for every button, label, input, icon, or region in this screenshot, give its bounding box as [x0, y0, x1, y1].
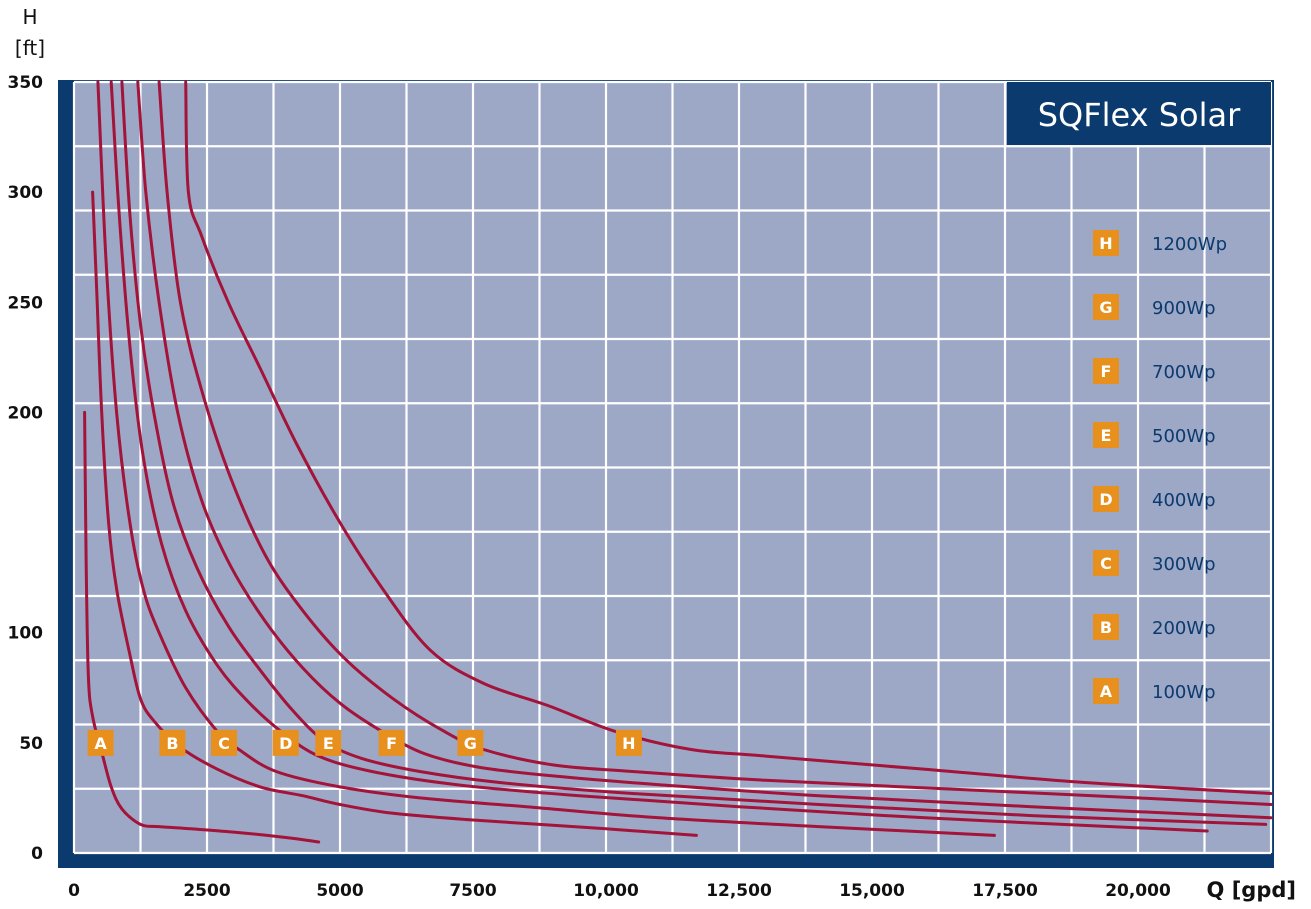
- curve-badge-box: [457, 729, 484, 756]
- legend-label: 400Wp: [1152, 490, 1216, 511]
- y-axis-label-line1: H: [22, 5, 37, 29]
- curve-badge-letter: C: [218, 734, 230, 753]
- curve-badge-letter: D: [279, 734, 292, 753]
- x-tick-labels: 0 2500 5000 7500 10,000 12,500 15,000 17,500 20,…: [68, 881, 1171, 901]
- y-axis-label: H [ft]: [15, 5, 45, 60]
- legend-badge-letter: E: [1101, 426, 1112, 445]
- legend-badge-box: [1093, 230, 1119, 256]
- curve-badge-letter: F: [386, 734, 397, 753]
- x-tick-label: 7500: [449, 881, 496, 901]
- legend-badge-letter: B: [1100, 618, 1112, 637]
- legend-label: 200Wp: [1152, 618, 1216, 639]
- x-tick-label: 10,000: [573, 881, 639, 901]
- legend-badge-letter: H: [1099, 234, 1112, 253]
- y-tick-label: 300: [8, 183, 44, 203]
- legend-item-f: F 700Wp: [1093, 358, 1216, 384]
- legend-label: 1200Wp: [1152, 234, 1227, 255]
- legend-badge-letter: D: [1099, 490, 1112, 509]
- curve-d: [109, 80, 1209, 833]
- curve-badge-box: [211, 729, 238, 756]
- legend: H 1200Wp G 900Wp F 700Wp E 500Wp D 400Wp C 300Wp B 20…: [1093, 230, 1227, 704]
- legend-badge-letter: C: [1100, 554, 1112, 573]
- curve-badge-box: [87, 729, 114, 756]
- legend-badge-letter: A: [1100, 682, 1113, 701]
- legend-item-b: B 200Wp: [1093, 614, 1216, 640]
- x-tick-label: 12,500: [706, 881, 772, 901]
- curve-badge-h: H: [615, 729, 642, 756]
- legend-badge-box: [1093, 358, 1119, 384]
- legend-item-a: A 100Wp: [1093, 678, 1216, 704]
- legend-badge-box: [1093, 678, 1119, 704]
- curve-badge-letter: B: [166, 734, 178, 753]
- curve-h: [184, 80, 1273, 795]
- y-axis-label-line2: [ft]: [15, 36, 45, 60]
- curve-badge-b: B: [159, 729, 186, 756]
- legend-badge-box: [1093, 486, 1119, 512]
- curve-badge-c: C: [211, 729, 238, 756]
- legend-item-c: C 300Wp: [1093, 550, 1216, 576]
- y-tick-label: 350: [8, 73, 44, 93]
- y-tick-labels: 0 50 100 200 250 300 350: [8, 73, 44, 864]
- curve-badge-box: [315, 729, 342, 756]
- legend-label: 500Wp: [1152, 426, 1216, 447]
- x-tick-label: 5000: [316, 881, 363, 901]
- curve-badge-letter: H: [622, 734, 635, 753]
- legend-badge-box: [1093, 294, 1119, 320]
- curve-badge-g: G: [457, 729, 484, 756]
- curve-badge-letter: E: [323, 734, 334, 753]
- curve-badge-box: [159, 729, 186, 756]
- curve-badge-letter: G: [464, 734, 477, 753]
- legend-badge-box: [1093, 614, 1119, 640]
- legend-label: 100Wp: [1152, 682, 1216, 703]
- legend-badge-box: [1093, 550, 1119, 576]
- curve-badge-f: F: [378, 729, 405, 756]
- legend-badge-box: [1093, 422, 1119, 448]
- x-tick-label: 20,000: [1105, 881, 1171, 901]
- legend-label: 300Wp: [1152, 554, 1216, 575]
- x-tick-label: 0: [68, 881, 80, 901]
- y-tick-label: 50: [19, 734, 43, 754]
- legend-item-e: E 500Wp: [1093, 422, 1216, 448]
- legend-label: 700Wp: [1152, 362, 1216, 383]
- y-tick-label: 0: [31, 844, 43, 864]
- legend-badge-letter: F: [1101, 362, 1112, 381]
- y-tick-label: 200: [8, 403, 44, 423]
- curve-a: [83, 410, 321, 844]
- title-box: SQFlex Solar: [1007, 82, 1271, 145]
- y-tick-label: 250: [8, 293, 44, 313]
- x-axis-label: Q [gpd]: [1207, 878, 1296, 902]
- legend-item-d: D 400Wp: [1093, 486, 1216, 512]
- curve-badge-box: [378, 729, 405, 756]
- chart-title: SQFlex Solar: [1038, 96, 1241, 134]
- curve-badge-a: A: [87, 729, 114, 756]
- title-background: [1007, 82, 1271, 145]
- performance-curves: [83, 80, 1273, 844]
- legend-item-h: H 1200Wp: [1093, 230, 1227, 256]
- curve-labels: A B C D E F G H: [87, 729, 642, 756]
- curve-badge-box: [615, 729, 642, 756]
- curve-badge-letter: A: [94, 734, 107, 753]
- curve-g: [157, 80, 1273, 806]
- curve-f: [136, 80, 1273, 820]
- x-tick-label: 2500: [183, 881, 230, 901]
- x-tick-label: 17,500: [972, 881, 1038, 901]
- legend-label: 900Wp: [1152, 298, 1216, 319]
- y-tick-label: 100: [8, 624, 44, 644]
- legend-badge-letter: G: [1099, 298, 1112, 317]
- x-tick-label: 15,000: [839, 881, 905, 901]
- curve-badge-e: E: [315, 729, 342, 756]
- legend-item-g: G 900Wp: [1093, 294, 1216, 320]
- curve-badge-box: [272, 729, 299, 756]
- curve-badge-d: D: [272, 729, 299, 756]
- curve-e: [120, 80, 1268, 826]
